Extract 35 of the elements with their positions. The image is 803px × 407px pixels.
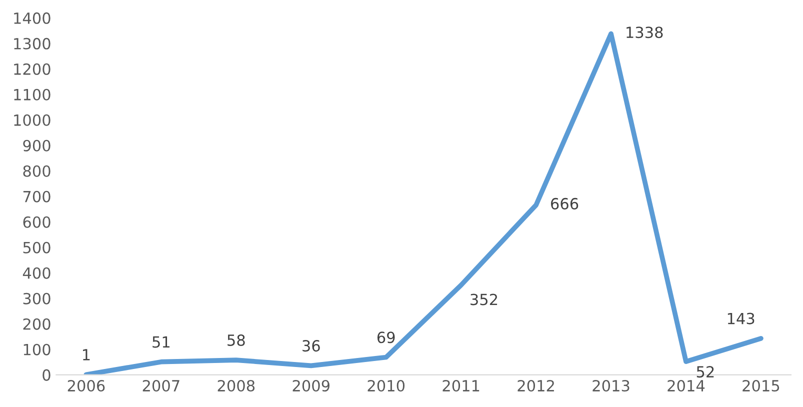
x-tick-label: 2009 [292, 380, 330, 392]
x-tick-label: 2012 [518, 380, 554, 392]
data-label: 143 [728, 312, 754, 324]
y-tick-label: 200 [23, 318, 50, 330]
y-tick-label: 900 [23, 140, 50, 152]
data-label: 69 [377, 332, 395, 344]
x-tick-label: 2007 [142, 380, 180, 392]
y-tick-label: 500 [23, 242, 50, 254]
x-tick-label: 2015 [742, 380, 780, 392]
data-label: 52 [696, 366, 714, 378]
y-tick-label: 400 [22, 267, 50, 279]
y-tick-label: 100 [24, 344, 50, 356]
y-tick-label: 1100 [14, 88, 50, 100]
x-tick-label: 2013 [592, 380, 630, 392]
x-tick-label: 2010 [368, 380, 405, 392]
data-label: 352 [470, 294, 498, 306]
y-tick-label: 1200 [14, 63, 50, 75]
y-tick-label: 800 [23, 165, 50, 177]
data-label: 1338 [626, 26, 663, 38]
x-tick-label: 2008 [218, 380, 255, 392]
data-label: 51 [152, 336, 170, 348]
y-tick-label: 700 [23, 190, 50, 202]
data-label: 58 [228, 334, 245, 346]
data-label: 1 [83, 349, 90, 360]
x-tick-label: 2011 [442, 380, 480, 392]
y-tick-label: 1400 [14, 12, 50, 24]
y-tick-label: 300 [23, 292, 50, 304]
data-label: 36 [302, 340, 320, 352]
y-tick-label: 0 [42, 369, 50, 381]
y-tick-label: 600 [23, 216, 50, 228]
x-tick-label: 2006 [68, 380, 105, 392]
y-tick-label: 1300 [14, 38, 50, 50]
x-tick-label: 2014 [668, 380, 705, 392]
data-label: 666 [551, 198, 578, 210]
y-tick-label: 1000 [14, 114, 50, 126]
